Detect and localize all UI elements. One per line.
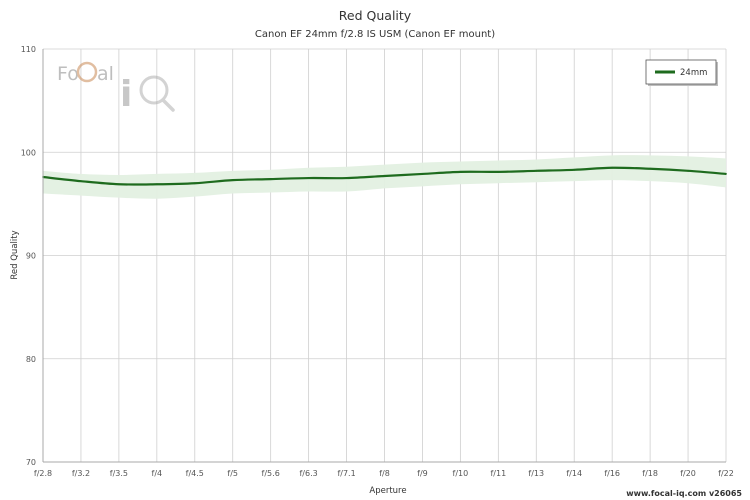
logo-al-text: al <box>97 63 114 85</box>
y-tick-label: 70 <box>26 458 36 467</box>
x-tick-label: f/5 <box>227 469 238 478</box>
logo-iq-text: i <box>120 74 132 115</box>
chart-title: Red Quality <box>339 8 412 23</box>
data-point-f/14 <box>573 168 576 171</box>
x-tick-label: f/5.6 <box>262 469 280 478</box>
x-tick-label: f/4.5 <box>186 469 204 478</box>
data-point-f/4 <box>155 183 158 186</box>
x-tick-label: f/4 <box>152 469 163 478</box>
x-tick-label: f/3.2 <box>72 469 90 478</box>
y-tick-label: 90 <box>26 252 36 261</box>
x-tick-label: f/3.5 <box>110 469 128 478</box>
x-tick-label: f/6.3 <box>299 469 317 478</box>
legend: 24mm <box>645 59 718 86</box>
logo-magnifier-handle <box>161 98 175 112</box>
data-point-f/8 <box>383 175 386 177</box>
x-tick-labels: f/2.8 f/3.2 f/3.5 f/4 f/4.5 f/5 f/5.6 f/6.3 f/7.… <box>34 469 734 478</box>
data-point-f/9 <box>421 173 424 175</box>
x-tick-label: f/16 <box>604 469 620 478</box>
logo-focal-text: Fo <box>57 63 79 85</box>
x-tick-label: f/13 <box>528 469 544 478</box>
data-point-f/6.3 <box>307 177 310 179</box>
logo-lens-circle <box>76 61 98 83</box>
data-point-f/16 <box>611 166 614 169</box>
data-point-f/20 <box>687 169 689 172</box>
data-point-f/10 <box>459 170 462 173</box>
data-point-f/13 <box>535 169 538 172</box>
x-tick-label: f/22 <box>718 469 734 478</box>
y-tick-label: 110 <box>21 45 36 54</box>
credit-text: www.focal-iq.com v26065 <box>626 489 742 498</box>
data-point-f/3.5 <box>117 183 120 186</box>
x-tick-label: f/2.8 <box>34 469 52 478</box>
y-tick-labels: 70 80 90 100 110 <box>21 45 36 467</box>
x-tick-label: f/18 <box>642 469 658 478</box>
x-tick-label: f/11 <box>490 469 506 478</box>
x-tick-label: f/9 <box>417 469 428 478</box>
data-point-f/18 <box>649 167 652 170</box>
data-point-f/5 <box>231 179 234 182</box>
y-tick-label: 100 <box>21 148 36 157</box>
data-point-f/11 <box>497 170 500 173</box>
data-point-f/4.5 <box>193 182 196 185</box>
x-tick-label: f/7.1 <box>337 469 355 478</box>
x-tick-label: f/8 <box>379 469 390 478</box>
x-tick-label: f/14 <box>566 469 582 478</box>
data-point-f/22 <box>725 173 727 175</box>
x-tick-label: f/10 <box>453 469 469 478</box>
logo-magnifier-icon <box>139 75 169 105</box>
data-point-f/5.6 <box>269 178 272 180</box>
chart-subtitle: Canon EF 24mm f/2.8 IS USM (Canon EF mou… <box>255 29 495 40</box>
x-tick-label: f/20 <box>680 469 696 478</box>
y-axis-title: Red Quality <box>10 230 20 279</box>
data-point-f/7.1 <box>345 177 348 179</box>
data-point-f/3.2 <box>80 180 82 183</box>
legend-label: 24mm <box>680 68 707 78</box>
x-axis-title: Aperture <box>369 486 406 496</box>
focal-iq-logo: Fo al i <box>57 61 175 115</box>
y-tick-label: 80 <box>26 355 36 364</box>
